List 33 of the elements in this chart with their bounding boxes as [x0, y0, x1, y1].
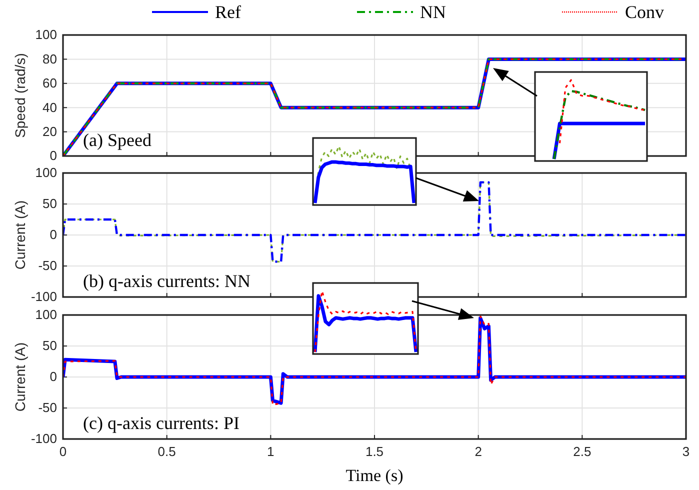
x-tick-label: 1.5 [365, 444, 384, 460]
y-tick-label: 0 [50, 227, 57, 242]
y-tick-label: 20 [42, 124, 57, 139]
legend-label: Ref [215, 2, 241, 22]
y-tick-label: -50 [38, 400, 57, 416]
y-axis-title: Speed (rad/s) [12, 53, 28, 138]
legend-label: Conv [625, 2, 664, 22]
y-tick-label: 100 [35, 27, 57, 42]
annotation: (a) Speed [83, 130, 152, 150]
annotation: (c) q-axis currents: PI [83, 413, 240, 433]
y-tick-label: 0 [50, 148, 57, 164]
x-tick-label: 0 [59, 444, 67, 460]
y-tick-label: 80 [42, 51, 57, 66]
annotation: (b) q-axis currents: NN [83, 271, 250, 291]
y-axis-title: Current (A) [12, 342, 28, 412]
x-axis-title: Time (s) [346, 466, 404, 485]
x-tick-label: 1 [267, 444, 274, 460]
legend-label: NN [420, 2, 446, 22]
x-tick-label: 3 [682, 444, 690, 460]
y-tick-label: -100 [30, 431, 57, 446]
x-tick-label: 2 [474, 444, 482, 460]
x-tick-label: 2.5 [573, 444, 592, 460]
y-tick-label: 50 [42, 196, 57, 212]
y-tick-label: 50 [42, 338, 57, 354]
x-tick-label: 0.5 [158, 444, 176, 460]
y-tick-label: 0 [50, 369, 57, 384]
y-tick-label: 60 [42, 76, 57, 91]
y-tick-label: 40 [42, 100, 57, 115]
y-tick-label: -50 [38, 258, 57, 274]
y-axis-title: Current (A) [12, 200, 28, 270]
y-tick-label: -100 [30, 289, 57, 304]
y-tick-label: 100 [35, 307, 57, 322]
y-tick-label: 100 [35, 165, 57, 180]
